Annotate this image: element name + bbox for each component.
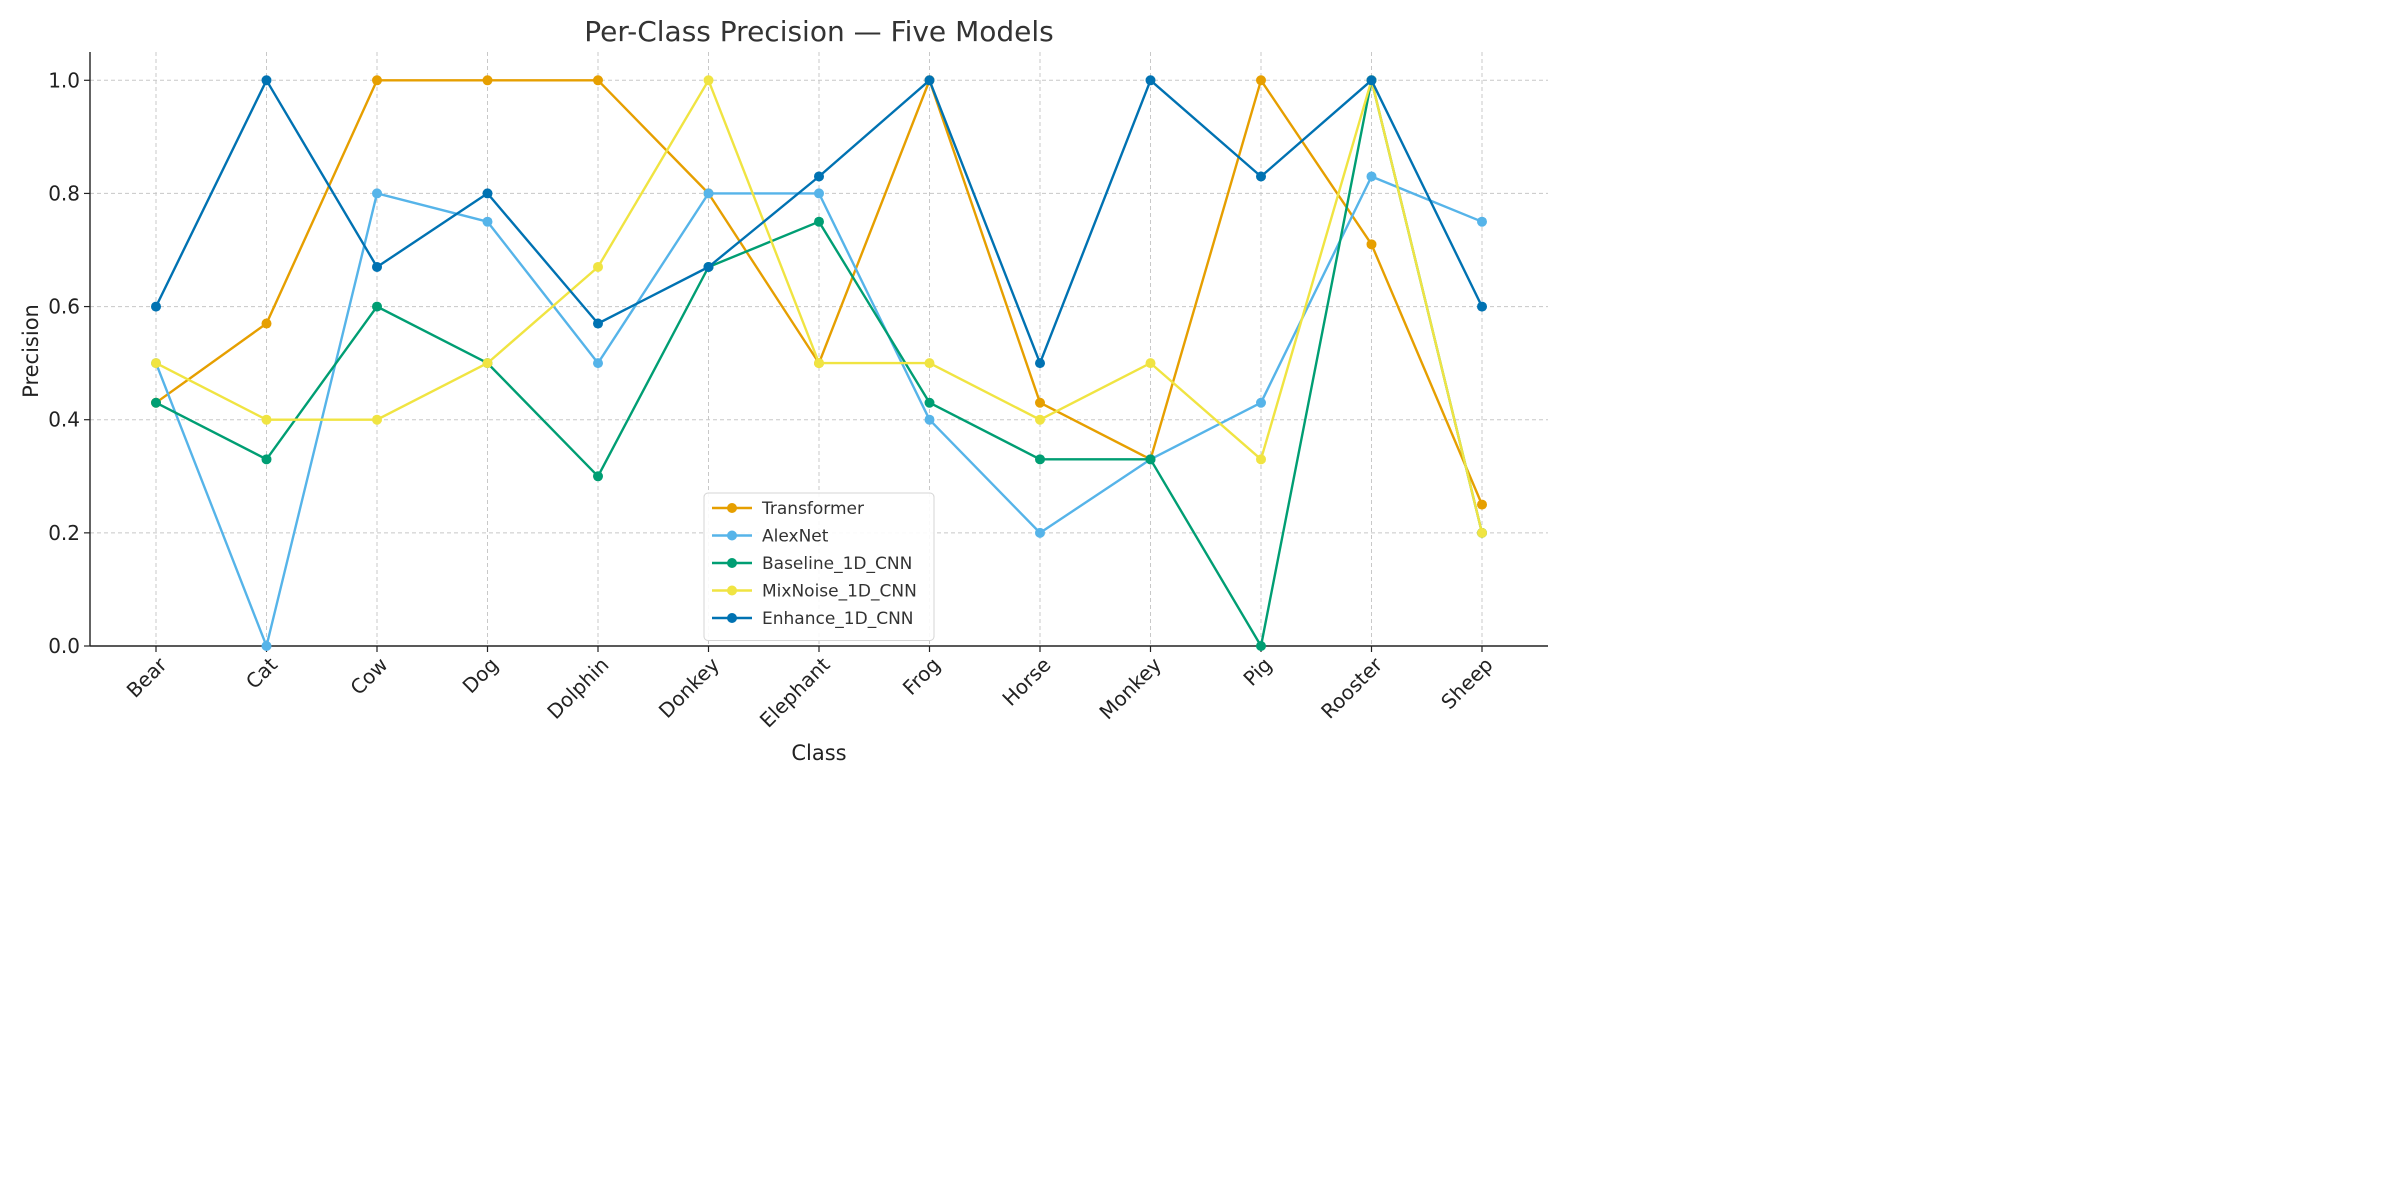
- legend-label: Baseline_1D_CNN: [762, 554, 912, 574]
- data-point: [814, 171, 824, 182]
- data-point: [814, 216, 824, 227]
- data-point: [261, 414, 272, 425]
- x-tick-label: Donkey: [654, 652, 724, 722]
- data-point: [924, 358, 935, 369]
- x-tick-label: Rooster: [1316, 652, 1387, 723]
- data-point: [1477, 499, 1487, 510]
- data-point: [1256, 397, 1266, 408]
- series-enhance-1d-cnn: [151, 75, 1487, 369]
- chart-title: Per-Class Precision — Five Models: [584, 15, 1053, 48]
- line-chart: 0.0 0.2 0.4 0.6 0.8 1.0 Bear Cat Cow Dog Dolphin Do…: [19, 15, 1548, 765]
- data-point: [261, 75, 272, 86]
- legend-frame: [703, 492, 935, 641]
- data-point: [261, 318, 272, 329]
- data-point: [1256, 171, 1266, 182]
- data-point: [372, 261, 382, 272]
- legend-swatch-marker: [727, 503, 737, 513]
- data-point: [261, 454, 272, 465]
- x-tick-label: Cat: [241, 652, 282, 693]
- x-tick-label: Bear: [122, 652, 172, 702]
- data-point: [1035, 358, 1045, 369]
- x-tick-label: Pig: [1238, 653, 1276, 691]
- data-point: [1256, 75, 1266, 86]
- data-point: [372, 75, 382, 86]
- data-point: [593, 318, 603, 329]
- data-point: [482, 75, 493, 86]
- data-point: [703, 261, 714, 272]
- legend-item: Transformer: [712, 499, 864, 519]
- x-tick-label: Sheep: [1436, 653, 1497, 714]
- data-point: [482, 216, 493, 227]
- data-point: [482, 358, 493, 369]
- x-tick-label: Dolphin: [542, 653, 613, 724]
- data-point: [151, 358, 161, 369]
- x-tick-label: Frog: [898, 653, 945, 700]
- x-tick-label: Elephant: [755, 652, 835, 732]
- y-tick-label: 1.0: [48, 68, 80, 92]
- legend-label: AlexNet: [762, 527, 829, 547]
- data-point: [1366, 239, 1377, 250]
- legend-label: Transformer: [761, 499, 864, 519]
- data-point: [924, 75, 935, 86]
- y-axis-title: Precision: [19, 304, 43, 398]
- data-point: [703, 75, 714, 86]
- legend-swatch-marker: [727, 613, 737, 623]
- data-point: [1145, 358, 1156, 369]
- data-point: [1145, 75, 1156, 86]
- series-layer: [151, 75, 1487, 651]
- y-tick-label: 0.8: [48, 181, 80, 205]
- data-point: [1366, 171, 1377, 182]
- legend-label: Enhance_1D_CNN: [762, 609, 914, 629]
- data-point: [1256, 641, 1266, 651]
- legend-item: MixNoise_1D_CNN: [712, 582, 917, 602]
- x-tick-label: Cow: [345, 653, 392, 700]
- legend-item: Baseline_1D_CNN: [712, 554, 912, 574]
- data-point: [482, 188, 493, 199]
- legend-swatch-marker: [727, 530, 737, 541]
- data-point: [1035, 397, 1045, 408]
- data-point: [593, 358, 603, 369]
- y-tick-label: 0.2: [48, 521, 80, 545]
- x-tick-label: Monkey: [1094, 652, 1166, 724]
- data-point: [1035, 454, 1045, 465]
- legend-swatch-marker: [727, 585, 737, 596]
- legend-label: MixNoise_1D_CNN: [762, 582, 917, 602]
- data-point: [1035, 414, 1045, 425]
- y-tick-label: 0.6: [48, 295, 80, 319]
- data-point: [814, 188, 824, 199]
- data-point: [151, 301, 161, 312]
- data-point: [593, 75, 603, 86]
- data-point: [372, 301, 382, 312]
- x-tick-label: Horse: [997, 653, 1055, 711]
- data-point: [703, 188, 714, 199]
- x-axis-title: Class: [791, 741, 846, 765]
- data-point: [372, 188, 382, 199]
- data-point: [1256, 454, 1266, 465]
- data-point: [924, 397, 935, 408]
- data-point: [1477, 216, 1487, 227]
- data-point: [372, 414, 382, 425]
- data-point: [261, 641, 272, 651]
- data-point: [814, 358, 824, 369]
- data-point: [593, 471, 603, 482]
- legend-swatch-marker: [727, 558, 737, 568]
- legend-item: AlexNet: [712, 527, 829, 547]
- data-point: [1477, 301, 1487, 312]
- data-point: [1477, 527, 1487, 538]
- series-alexnet: [151, 171, 1487, 651]
- data-point: [593, 261, 603, 272]
- legend: Transformer AlexNet Baseline_1D_CNN MixNois…: [703, 492, 935, 641]
- data-point: [1366, 75, 1377, 86]
- series-mixnoise-1d-cnn: [151, 75, 1487, 538]
- y-tick-label: 0.0: [48, 634, 80, 658]
- data-point: [151, 397, 161, 408]
- y-tick-label: 0.4: [48, 408, 80, 432]
- x-tick-label: Dog: [458, 653, 503, 698]
- data-point: [1035, 527, 1045, 538]
- chart-root: 0.0 0.2 0.4 0.6 0.8 1.0 Bear Cat Cow Dog Dolphin Do…: [0, 0, 1568, 784]
- data-point: [924, 414, 935, 425]
- legend-item: Enhance_1D_CNN: [712, 609, 914, 629]
- data-point: [1145, 454, 1156, 465]
